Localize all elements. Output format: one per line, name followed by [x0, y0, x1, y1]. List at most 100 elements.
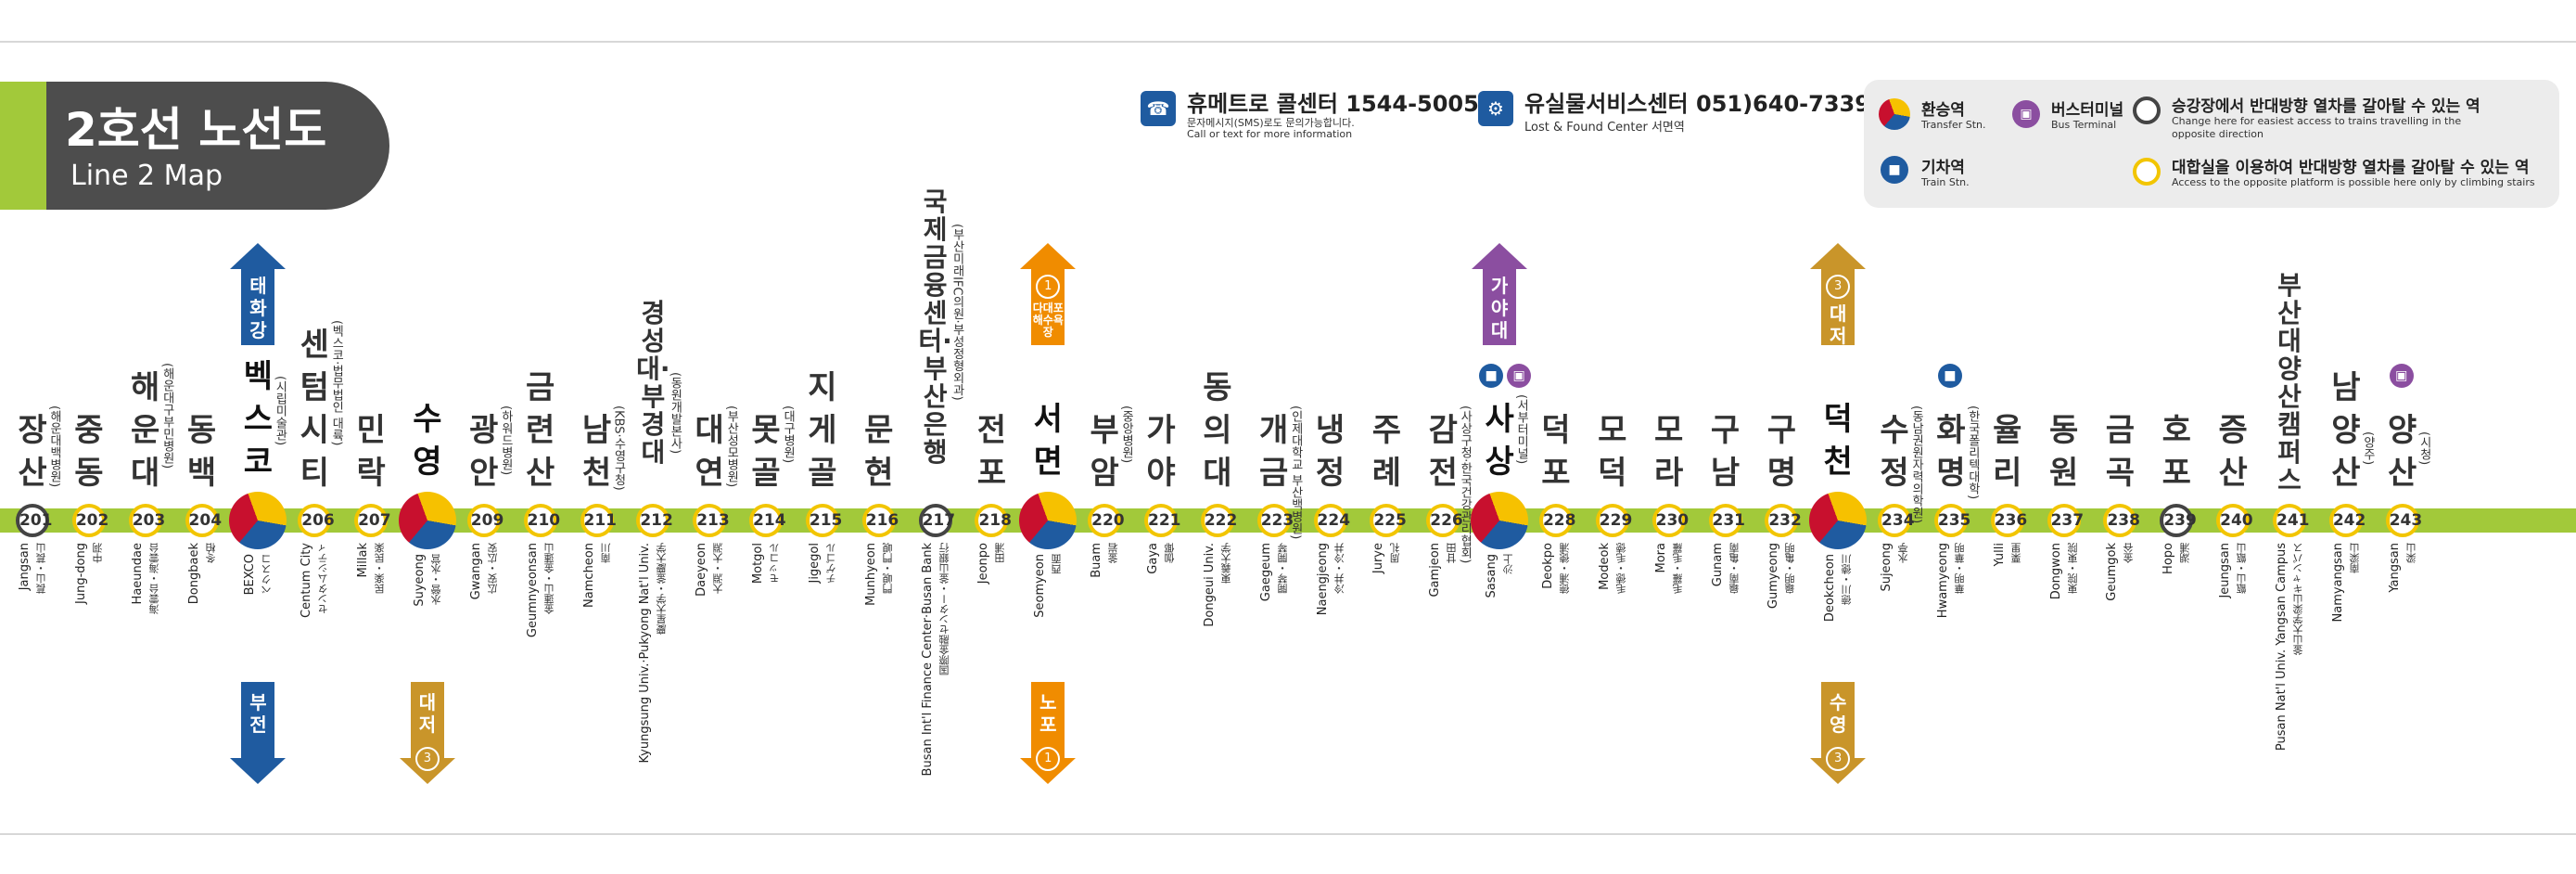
station-number-circle[interactable]: 243	[2385, 504, 2422, 537]
station-sub-label: (대구병원)	[781, 405, 796, 464]
station-number-circle[interactable]: 214	[749, 504, 786, 537]
station-number-circle[interactable]: 239	[2160, 504, 2197, 537]
station-sub-label: (한국폴리텍대학)	[1965, 405, 1980, 500]
station-number-circle[interactable]: 218	[975, 504, 1012, 537]
arrow-seomyeon-nopo[interactable]: 노포 1	[1020, 682, 1077, 784]
station-name-ja: ベクスコ	[261, 554, 274, 595]
station-number-circle[interactable]: 222	[1200, 504, 1237, 537]
train-station-icon: ■	[1479, 364, 1504, 388]
bottom-border	[0, 833, 2576, 835]
station-name-ko: 구남	[1710, 412, 1741, 492]
station-sub-label: (인제대학교 부산백병원)	[1288, 405, 1303, 540]
station-number-circle[interactable]: 202	[71, 504, 108, 537]
line-number-badge: 1	[1036, 275, 1061, 299]
station-name-ko: 율리	[1993, 412, 2022, 492]
station-number-circle[interactable]: 207	[354, 504, 391, 537]
station-number-circle[interactable]: 226	[1426, 504, 1463, 537]
station-number-circle[interactable]: 232	[1765, 504, 1802, 537]
station-name-en: Busan Int'l Finance Center·Busan Bank	[920, 543, 935, 777]
line-number-badge: 3	[1826, 275, 1851, 299]
call-center-sub2: Call or text for more information	[1187, 128, 1353, 140]
station-number-circle[interactable]: 206	[298, 504, 335, 537]
station-number-circle[interactable]: 203	[128, 504, 165, 537]
station-number-circle[interactable]: 212	[636, 504, 673, 537]
arrow-bexco-bujeon[interactable]: 부전	[230, 682, 287, 784]
station-name-ko: 벡스코	[243, 358, 274, 481]
station-number-circle[interactable]: 240	[2216, 504, 2253, 537]
arrow-bexco-taehwagang[interactable]: 태화강	[230, 243, 287, 345]
station-name-ja: 田浦	[994, 543, 1007, 563]
arrow-head-icon	[1020, 243, 1077, 269]
station-name-ko: 전포	[976, 412, 1007, 492]
station-number-circle[interactable]: 231	[1708, 504, 1745, 537]
station-sub-label: (벡스코·법무법인 대륙)	[329, 320, 344, 446]
legend-train-en: Train Stn.	[1921, 176, 1970, 188]
station-number-circle[interactable]	[398, 492, 456, 549]
arrow-sasang-kaya[interactable]: 가야대	[1472, 243, 1528, 345]
station-name-en: Deokpo	[1540, 543, 1555, 589]
station-name-en: Gaegeum	[1258, 543, 1273, 602]
station-number-circle[interactable]: 215	[805, 504, 842, 537]
station-name-ja: 中洞	[91, 543, 104, 563]
line-number-badge: 3	[414, 747, 440, 771]
station-number-circle[interactable]: 220	[1088, 504, 1125, 537]
station-number-circle[interactable]	[229, 492, 287, 549]
arrow-shaft	[1483, 269, 1517, 345]
station-number-circle[interactable]: 201	[16, 504, 53, 537]
station-name-en: Daeyeon	[695, 543, 709, 597]
station-number-circle[interactable]	[1019, 492, 1078, 549]
station-name-en: Modeok	[1597, 543, 1612, 590]
title-korean: 2호선 노선도	[65, 103, 327, 157]
station-number-circle[interactable]: 224	[1313, 504, 1350, 537]
station-number-circle[interactable]: 210	[523, 504, 560, 537]
station-name-ko: 민락	[356, 412, 386, 492]
station-number-circle[interactable]: 216	[861, 504, 899, 537]
arrow-suyeong-daejeo[interactable]: 대저 3	[399, 682, 455, 784]
station-number-circle[interactable]: 209	[466, 504, 504, 537]
station-sub-label: (KBS·수영구청)	[611, 405, 626, 491]
arrow-deokcheon-suyeong[interactable]: 수영 3	[1810, 682, 1867, 784]
station-number-circle[interactable]: 241	[2273, 504, 2310, 537]
station-sub-label: (동남권원자력의학원)	[1909, 405, 1924, 524]
station-number-circle[interactable]: 230	[1651, 504, 1689, 537]
station-number-circle[interactable]: 228	[1538, 504, 1575, 537]
station-number-circle[interactable]: 204	[185, 504, 222, 537]
station-number-circle[interactable]: 234	[1878, 504, 1915, 537]
station-name-ja: 門峴・門峴	[881, 543, 894, 594]
station-name-en: Geumgok	[2105, 543, 2120, 601]
station-name-en: Buam	[1090, 543, 1104, 578]
station-name-en: Gwangan	[468, 543, 483, 600]
station-name-ko: 광안	[469, 412, 499, 492]
legend-train-ko: 기차역	[1921, 159, 1965, 177]
station-number-circle[interactable]: 242	[2328, 504, 2366, 537]
arrow-deokcheon-daejeo[interactable]: 3 대저	[1810, 243, 1867, 347]
station-name-ko: 구명	[1766, 412, 1796, 492]
arrow-destination: 태화강	[249, 275, 267, 341]
arrow-shaft	[241, 682, 275, 758]
station-number-circle[interactable]: 223	[1256, 504, 1294, 537]
station-number-circle[interactable]	[1809, 492, 1868, 549]
station-name-ja: 東義大学	[1219, 543, 1232, 584]
station-number-circle[interactable]: 238	[2103, 504, 2140, 537]
station-number-circle[interactable]: 229	[1595, 504, 1632, 537]
station-number-circle[interactable]: 236	[1990, 504, 2027, 537]
station-number-circle[interactable]: 213	[693, 504, 730, 537]
station-number-circle[interactable]: 217	[918, 504, 955, 537]
phone-icon: ☎	[1141, 91, 1176, 126]
station-number-circle[interactable]: 221	[1144, 504, 1181, 537]
arrow-seomyeon-dadaepo[interactable]: 1 다대포해수욕장	[1020, 243, 1077, 345]
station-name-ko: 중동	[74, 412, 104, 492]
legend-stairs-ko: 대합실을 이용하여 반대방향 열차를 갈아탈 수 있는 역	[2172, 159, 2530, 177]
station-number-circle[interactable]: 211	[580, 504, 617, 537]
transfer-station-icon	[1879, 98, 1910, 130]
station-number-circle[interactable]: 235	[1933, 504, 1970, 537]
station-name-ja: 栗里	[2009, 543, 2022, 563]
station-name-en: Naengjeong	[1315, 543, 1330, 616]
station-number-circle[interactable]: 237	[2047, 504, 2084, 537]
station-name-ko: 수정	[1880, 412, 1909, 492]
station-number-circle[interactable]	[1471, 492, 1529, 549]
yellow-ring-icon	[2133, 158, 2161, 186]
station-name-en: Kyungsung Univ.·Pukyong Nat'l Univ.	[638, 543, 653, 764]
station-number-circle[interactable]: 225	[1370, 504, 1407, 537]
title-english: Line 2 Map	[70, 160, 223, 192]
